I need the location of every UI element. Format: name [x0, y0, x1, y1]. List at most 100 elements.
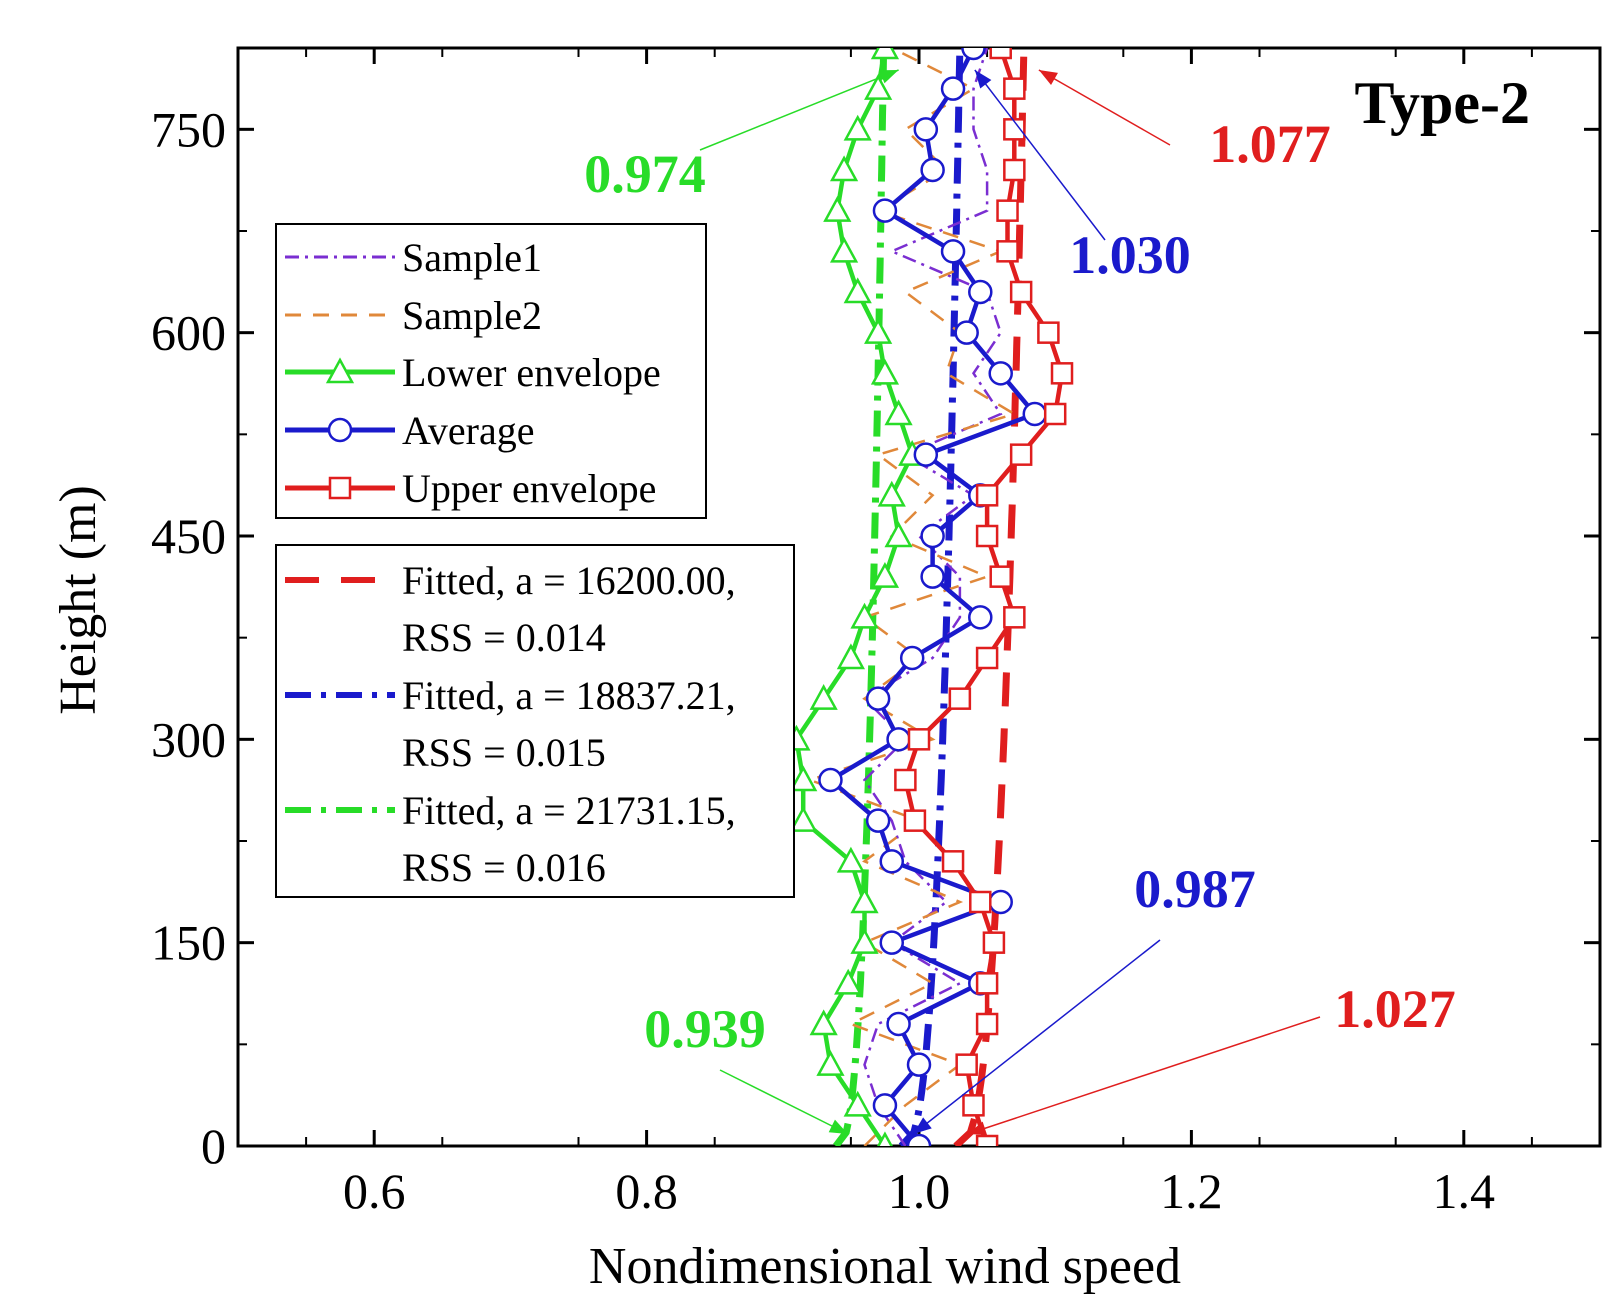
upper-envelope-point	[903, 809, 927, 832]
lower-envelope-point	[870, 562, 900, 588]
annotation-arrow-head	[1038, 70, 1058, 86]
annotation-arrow-head	[967, 1121, 988, 1135]
upper-envelope-point	[975, 524, 999, 548]
upper-envelope-point	[1003, 118, 1026, 141]
x-tick-label: 1.0	[888, 1163, 951, 1219]
lower-envelope-point	[789, 765, 818, 792]
lower-envelope-point	[834, 968, 863, 995]
legend-label-lower: Lower envelope	[402, 350, 661, 395]
series-line-3	[826, 48, 1039, 1146]
average-point	[1022, 401, 1048, 427]
average-point	[879, 849, 905, 874]
upper-envelope-point	[969, 890, 992, 914]
average-point	[913, 442, 939, 467]
average-point	[988, 361, 1013, 386]
lower-envelope-point	[843, 277, 872, 304]
upper-envelope-point	[996, 240, 1019, 263]
lower-envelope-point	[884, 399, 913, 426]
upper-envelope-point	[996, 199, 1019, 222]
annotation-bottom-red: 1.027	[1334, 979, 1456, 1039]
annotation-bottom-green: 0.939	[644, 999, 766, 1059]
y-tick-label: 750	[151, 101, 226, 157]
legend-swatch-lower	[285, 357, 395, 384]
annotation-bottom-blue: 0.987	[1134, 859, 1256, 919]
legend-label-fitted-green-2: RSS = 0.016	[402, 845, 606, 890]
upper-envelope-point	[1050, 362, 1074, 385]
average-point	[961, 48, 986, 61]
lower-envelope-point	[870, 358, 900, 385]
average-point	[988, 889, 1013, 915]
lower-envelope-point	[876, 1131, 893, 1146]
annotation-arrow-head	[913, 1117, 932, 1134]
legend-label-fitted-blue-2: RSS = 0.015	[402, 730, 606, 775]
average-point	[968, 279, 993, 305]
upper-envelope-point	[1003, 77, 1026, 100]
average-point	[865, 686, 891, 711]
annotation-arrow-line	[974, 69, 1106, 241]
average-point	[865, 808, 891, 833]
annotation-arrow-line	[967, 1016, 1321, 1135]
average-point	[906, 1133, 932, 1146]
lower-envelope-point	[836, 643, 866, 670]
upper-envelope-point	[894, 768, 917, 792]
average-point	[899, 645, 925, 671]
legend-swatch-average	[285, 417, 395, 443]
lower-envelope-point	[829, 236, 859, 263]
average-point	[920, 523, 945, 549]
upper-envelope-point	[948, 687, 972, 710]
upper-envelope-point	[975, 972, 999, 995]
average-point	[886, 1011, 911, 1037]
legend-label-fitted-blue-1: Fitted, a = 18837.21,	[402, 673, 736, 718]
x-tick-label: 1.4	[1433, 1163, 1496, 1219]
series-line-1	[806, 48, 1018, 1146]
average-point	[886, 727, 911, 752]
lower-envelope-point	[789, 806, 818, 832]
lower-envelope-point	[823, 196, 852, 222]
upper-envelope-point	[1043, 402, 1067, 426]
x-axis-label: Nondimensional wind speed	[589, 1238, 1181, 1295]
lower-envelope-point	[864, 318, 893, 344]
lower-envelope-point	[843, 1090, 872, 1117]
average-point	[940, 239, 966, 264]
y-tick-label: 450	[151, 508, 226, 564]
lower-envelope-point	[850, 928, 879, 954]
average-point	[913, 117, 939, 142]
annotation-arrow-head	[974, 70, 992, 89]
average-point	[872, 1093, 898, 1118]
lower-envelope-point	[836, 846, 866, 873]
upper-envelope-point	[982, 931, 1006, 954]
upper-envelope-point	[1003, 606, 1026, 629]
average-point	[940, 76, 966, 101]
lower-envelope-point	[870, 48, 900, 60]
y-tick-label: 0	[201, 1118, 226, 1174]
upper-envelope-point	[955, 1053, 978, 1076]
y-axis-label: Height (m)	[50, 485, 107, 715]
y-tick-label: 300	[151, 711, 226, 767]
average-point	[906, 1052, 932, 1077]
average-point	[920, 564, 945, 589]
legend-label-sample1: Sample1	[402, 235, 542, 280]
lower-envelope-point	[816, 1050, 845, 1076]
upper-envelope-point	[1003, 158, 1026, 182]
upper-envelope-point	[975, 1134, 999, 1146]
annotation-arrow-head	[828, 1119, 848, 1134]
upper-envelope-point	[975, 646, 999, 670]
legend-fitted: Fitted, a = 16200.00, RSS = 0.014 Fitted…	[275, 544, 795, 898]
upper-envelope-point	[975, 1012, 999, 1036]
annotation-arrow-line	[699, 69, 899, 151]
average-point	[954, 320, 979, 345]
x-tick-label: 0.8	[615, 1163, 678, 1219]
annotation-arrow-head	[879, 70, 899, 84]
upper-envelope-point	[907, 728, 931, 751]
lower-envelope-point	[829, 155, 859, 182]
lower-envelope-point	[877, 480, 906, 507]
annotation-arrow-line	[719, 1069, 849, 1135]
average-point	[818, 767, 843, 793]
average-point	[872, 198, 898, 223]
y-tick-label: 150	[151, 915, 226, 971]
lower-envelope-point	[809, 684, 838, 710]
annotation-top-red: 1.077	[1209, 114, 1331, 174]
average-point	[879, 930, 905, 955]
lower-envelope-point	[809, 1009, 838, 1036]
